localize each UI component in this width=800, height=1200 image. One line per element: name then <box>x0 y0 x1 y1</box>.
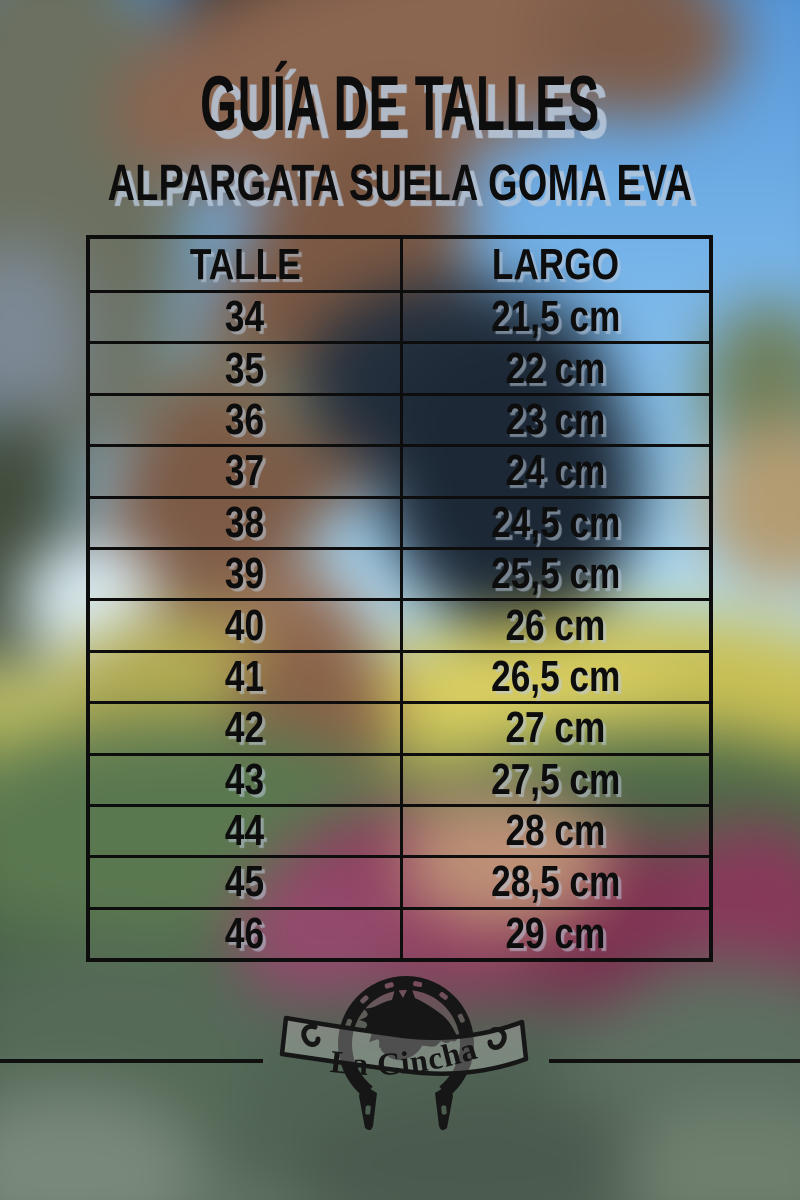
divider-line-left <box>0 1059 263 1063</box>
column-header-largo: LARGO <box>399 239 710 290</box>
size-value: 36 <box>225 394 265 444</box>
size-cell: 41 <box>90 649 400 701</box>
length-cell: 24,5 cm <box>399 495 709 547</box>
size-cell: 35 <box>90 341 400 392</box>
size-value: 38 <box>225 497 265 547</box>
length-cell: 27 cm <box>399 701 709 753</box>
size-value: 44 <box>225 806 265 856</box>
size-cell: 46 <box>90 906 400 958</box>
length-cell: 23 cm <box>399 392 709 445</box>
header-label: LARGO <box>492 239 620 289</box>
length-value: 27,5 cm <box>491 754 621 804</box>
size-cell: 45 <box>90 855 400 906</box>
length-value: 28 cm <box>505 806 606 856</box>
size-value: 43 <box>225 754 265 804</box>
bg-blob <box>400 790 610 930</box>
size-value: 40 <box>225 600 265 650</box>
length-value: 26 cm <box>505 600 606 650</box>
column-header-talle: TALLE <box>90 239 400 290</box>
length-cell: 26 cm <box>399 598 709 650</box>
ribbon-curl-right <box>487 1026 507 1050</box>
size-value: 46 <box>225 908 265 958</box>
length-value: 22 cm <box>505 343 606 393</box>
length-value: 23 cm <box>505 394 606 444</box>
length-cell: 28 cm <box>399 803 709 856</box>
length-cell: 29 cm <box>399 906 709 958</box>
divider-line-right <box>549 1059 800 1063</box>
length-cell: 21,5 cm <box>399 290 709 342</box>
size-cell: 44 <box>90 803 400 856</box>
size-cell: 43 <box>90 752 400 804</box>
length-cell: 27,5 cm <box>399 752 709 804</box>
length-value: 21,5 cm <box>491 292 621 342</box>
length-value: 24 cm <box>505 446 606 496</box>
length-value: 28,5 cm <box>491 857 621 907</box>
length-value: 25,5 cm <box>491 549 621 599</box>
length-value: 29 cm <box>505 908 606 958</box>
size-cell: 37 <box>90 444 400 495</box>
size-value: 37 <box>225 446 265 496</box>
header-label: TALLE <box>189 239 301 289</box>
brand-logo: La Cincha <box>278 958 530 1140</box>
size-cell: 36 <box>90 392 400 444</box>
size-cell: 42 <box>90 701 400 752</box>
length-cell: 26,5 cm <box>399 649 709 702</box>
length-value: 24,5 cm <box>491 497 621 547</box>
ribbon-curl-left <box>301 1023 321 1047</box>
horse-head-icon <box>359 984 458 1061</box>
size-value: 35 <box>225 343 265 393</box>
length-value: 27 cm <box>505 703 606 753</box>
size-cell: 38 <box>90 495 400 547</box>
length-cell: 22 cm <box>399 341 709 393</box>
page-title: GUÍA DE TALLES <box>200 59 600 147</box>
size-value: 45 <box>225 857 265 907</box>
size-value: 39 <box>225 549 265 599</box>
size-value: 42 <box>225 703 265 753</box>
size-value: 34 <box>225 292 265 342</box>
length-cell: 25,5 cm <box>399 546 709 599</box>
length-cell: 28,5 cm <box>399 855 709 907</box>
size-cell: 34 <box>90 290 400 341</box>
size-cell: 39 <box>90 546 400 599</box>
length-value: 26,5 cm <box>491 651 621 701</box>
banner-ribbon: La Cincha <box>279 1015 529 1082</box>
product-subtitle: ALPARGATA SUELA GOMA EVA <box>107 154 693 211</box>
size-value: 41 <box>225 651 265 701</box>
size-cell: 40 <box>90 598 400 649</box>
length-cell: 24 cm <box>399 444 709 496</box>
size-table: TALLE LARGO 34 21,5 cm 35 22 cm 36 23 cm 37 24 … <box>86 235 713 962</box>
